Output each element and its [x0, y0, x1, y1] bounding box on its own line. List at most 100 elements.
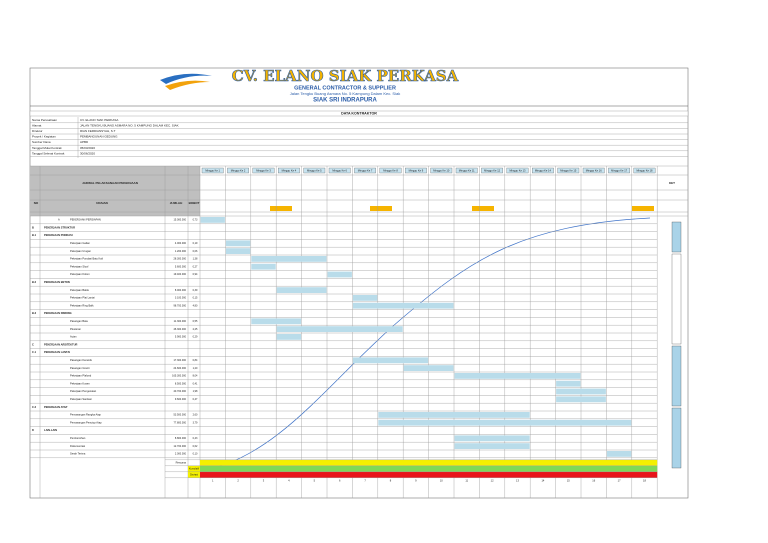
company-name: CV. ELANO SIAK PERKASA [232, 67, 459, 85]
summary-label: Rencana [176, 460, 187, 464]
row-total: 5.600.000 [175, 265, 187, 268]
week-number: 12 [491, 478, 494, 482]
info-label: Sumber Dana [32, 140, 51, 144]
week-number: 9 [415, 478, 417, 482]
week-number: 3 [263, 478, 265, 482]
week-label: Minggu Ke 9 [409, 168, 424, 172]
address: Jalan Tengku Buang Asmara No. 5 Kampung … [290, 91, 400, 96]
header-fill [30, 166, 200, 212]
row-description: Pasangan Keramik [70, 358, 93, 362]
info-label: Nama Perusahaan [32, 118, 57, 122]
week-header [430, 167, 453, 174]
week-header [252, 167, 275, 174]
row-total: 28.300.000 [173, 258, 186, 261]
gantt-bar [327, 271, 352, 278]
row-description: Pembersihan [70, 436, 86, 440]
week-label: Minggu Ke 11 [459, 168, 475, 172]
row-number: C.2 [32, 405, 37, 409]
gantt-bar [251, 256, 327, 262]
gantt-bar [276, 334, 302, 340]
row-weight: 0,47 [193, 398, 198, 401]
tagline: GENERAL CONTRACTOR & SUPPLIER [294, 85, 396, 91]
row-description: PEKERJAAN BETON [44, 280, 70, 284]
week-label: Minggu Ke 12 [484, 168, 501, 172]
week-header [481, 167, 503, 174]
row-total: 46.300.000 [173, 328, 186, 331]
row-total: 3.100.000 [175, 297, 187, 300]
logo [165, 80, 210, 90]
row-total: 77.800.000 [173, 421, 186, 424]
side-box [671, 221, 682, 253]
row-description: Acian [70, 335, 77, 339]
sheet-frame [29, 67, 689, 499]
logo [160, 73, 212, 84]
row-total: 19.400.000 [173, 273, 186, 276]
milestone [270, 206, 292, 211]
row-description: Pekerjaan Urugan [70, 249, 91, 253]
deviation-row [200, 471, 658, 478]
row-description: Pekerjaan Kusen [70, 381, 90, 385]
gantt-bar [454, 443, 530, 449]
row-description: Pekerjaan Pondasi Batu Kali [70, 257, 103, 261]
section-bar [29, 110, 689, 117]
row-total: 2.000.000 [175, 453, 187, 456]
row-weight: 0,29 [193, 336, 198, 339]
column-header: JUMLAH [170, 201, 183, 205]
row-weight: 1,98 [193, 390, 198, 393]
info-label: Proyek / Kegiatan [32, 135, 56, 139]
gantt-bar [606, 451, 632, 457]
week-label: Minggu Ke 3 [256, 168, 271, 172]
info-value: APBD [80, 140, 89, 144]
row-weight: 4,80 [193, 304, 198, 307]
week-label: Minggu Ke 16 [586, 168, 603, 172]
row-number: B.1 [32, 233, 37, 237]
week-header [227, 167, 249, 174]
row-total: 8.800.000 [175, 437, 187, 440]
row-number: B.3 [32, 311, 37, 315]
info-value: PEMBANGUNAN GEDUNG [80, 135, 118, 139]
gantt-bar [556, 396, 606, 403]
row-description: Plesteran [70, 327, 82, 331]
gantt-bar [251, 263, 276, 270]
week-number: 8 [390, 478, 392, 482]
gantt-bar [454, 373, 581, 379]
week-number: 16 [592, 478, 595, 482]
week-header [379, 167, 402, 174]
row-description: PEKERJAAN LANTAI [44, 350, 70, 354]
week-header [278, 167, 300, 174]
row-description: Pekerjaan Pengecatan [70, 389, 97, 393]
week-label: Minggu Ke 1 [205, 168, 220, 172]
row-weight: 0,94 [193, 273, 198, 276]
row-description: PEKERJAAN DINDING [44, 311, 72, 315]
week-label: Minggu Ke 2 [231, 168, 246, 172]
row-total: 1.200.000 [175, 250, 187, 253]
gantt-bar [225, 240, 251, 247]
milestone [632, 206, 654, 211]
cumulative-row [200, 465, 658, 472]
header-fill [30, 212, 200, 216]
info-value: 30/06/2020 [80, 151, 95, 155]
row-weight: 1,38 [193, 258, 198, 261]
gantt-bar [378, 419, 632, 426]
row-total: 165.300.000 [172, 375, 187, 378]
column-header: NO [34, 201, 39, 205]
row-number: C.1 [32, 350, 37, 354]
row-total: 98.700.000 [173, 304, 186, 307]
week-label: Minggu Ke 8 [383, 168, 398, 172]
week-label: Minggu Ke 17 [611, 168, 628, 172]
row-weight: 0,10 [193, 453, 198, 456]
gantt-bar [352, 302, 454, 309]
week-header [405, 167, 427, 174]
gantt-bar [556, 388, 606, 395]
row-weight: 0,15 [193, 297, 198, 300]
section-title: DATA KONTRAKTOR [341, 112, 377, 116]
gantt-bar [352, 357, 429, 364]
week-label: Minggu Ke 5 [307, 168, 322, 172]
row-total: 4.000.000 [175, 242, 187, 245]
gantt-bar [251, 318, 302, 325]
row-total: 9.600.000 [175, 398, 187, 401]
side-box [671, 407, 682, 469]
info-value: 05/03/2020 [80, 146, 95, 150]
week-header [201, 167, 224, 174]
